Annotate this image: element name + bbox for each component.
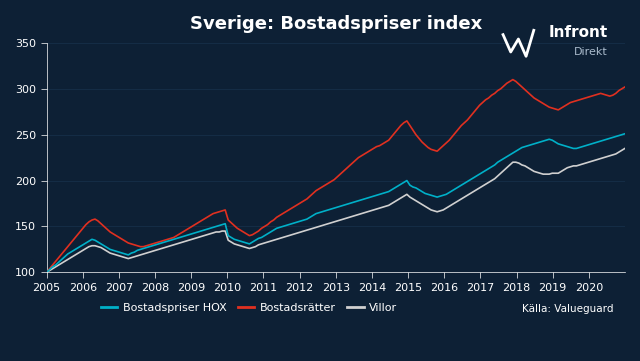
Text: Direkt: Direkt <box>574 48 607 57</box>
Text: Infront: Infront <box>548 25 607 40</box>
Title: Sverige: Bostadspriser index: Sverige: Bostadspriser index <box>189 15 482 33</box>
Text: Källa: Valueguard: Källa: Valueguard <box>522 304 613 314</box>
Legend: Bostadspriser HOX, Bostadsrätter, Villor: Bostadspriser HOX, Bostadsrätter, Villor <box>96 299 402 317</box>
